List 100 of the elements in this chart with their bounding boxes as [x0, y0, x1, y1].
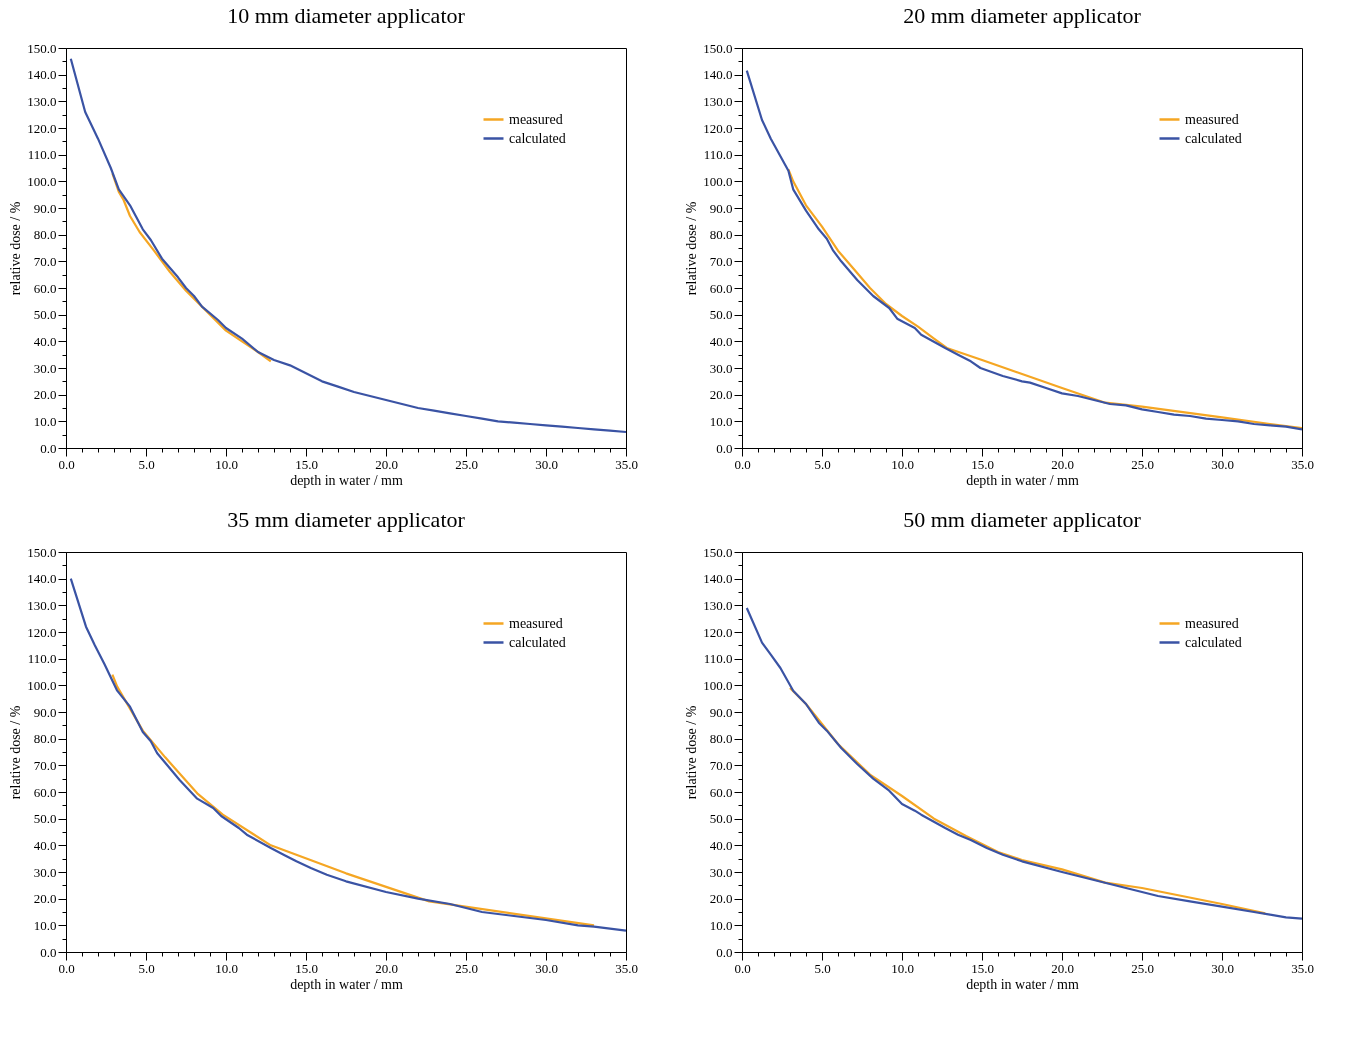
y-tick-label: 60.0: [33, 784, 57, 800]
y-tick-label: 130.0: [27, 597, 57, 613]
x-tick-label: 25.0: [455, 960, 478, 976]
x-tick-label: 20.0: [375, 960, 398, 976]
legend-label: calculated: [509, 130, 566, 146]
y-tick-label: 20.0: [33, 891, 57, 907]
chart-title: 35 mm diameter applicator: [227, 507, 466, 532]
y-tick-label: 80.0: [33, 731, 57, 747]
y-tick-label: 80.0: [709, 227, 733, 243]
chart-title: 50 mm diameter applicator: [903, 507, 1142, 532]
y-tick-label: 100.0: [27, 173, 57, 189]
y-tick-label: 130.0: [703, 93, 733, 109]
y-tick-label: 70.0: [709, 757, 733, 773]
y-axis-title: relative dose / %: [684, 705, 700, 800]
x-tick-label: 30.0: [1211, 456, 1234, 472]
x-tick-label: 0.0: [734, 960, 751, 976]
y-tick-label: 70.0: [33, 253, 57, 269]
y-tick-label: 120.0: [27, 120, 57, 136]
chart-title: 10 mm diameter applicator: [227, 3, 466, 28]
line-series: [788, 686, 1267, 915]
y-tick-label: 90.0: [33, 704, 57, 720]
line-series: [69, 577, 626, 932]
y-tick-label: 110.0: [27, 651, 57, 667]
x-tick-label: 25.0: [1131, 960, 1154, 976]
y-tick-label: 20.0: [709, 891, 733, 907]
y-tick-label: 110.0: [27, 147, 57, 163]
y-tick-label: 0.0: [40, 440, 57, 456]
y-tick-label: 40.0: [33, 333, 57, 349]
y-tick-label: 0.0: [40, 944, 57, 960]
legend-label: measured: [1185, 111, 1239, 127]
y-tick-label: 80.0: [33, 227, 57, 243]
x-tick-label: 15.0: [971, 456, 994, 472]
x-tick-label: 25.0: [455, 456, 478, 472]
y-tick-label: 150.0: [703, 40, 733, 56]
legend-label: calculated: [509, 634, 566, 650]
y-tick-label: 90.0: [33, 200, 57, 216]
y-tick-label: 110.0: [703, 147, 733, 163]
y-tick-label: 100.0: [703, 173, 733, 189]
y-tick-label: 30.0: [709, 864, 733, 880]
x-axis-title: depth in water / mm: [290, 472, 403, 488]
x-tick-label: 30.0: [535, 960, 558, 976]
y-tick-label: 0.0: [716, 944, 733, 960]
y-tick-label: 10.0: [33, 917, 57, 933]
y-tick-label: 90.0: [709, 704, 733, 720]
x-tick-label: 15.0: [295, 960, 318, 976]
y-tick-label: 50.0: [33, 307, 57, 323]
legend-label: measured: [509, 111, 563, 127]
y-tick-label: 120.0: [703, 624, 733, 640]
chart-title: 20 mm diameter applicator: [903, 3, 1142, 28]
y-tick-label: 140.0: [27, 571, 57, 587]
y-tick-label: 140.0: [703, 571, 733, 587]
x-tick-label: 15.0: [971, 960, 994, 976]
y-tick-label: 20.0: [33, 387, 57, 403]
y-tick-label: 90.0: [709, 200, 733, 216]
y-tick-label: 0.0: [716, 440, 733, 456]
y-tick-label: 10.0: [709, 917, 733, 933]
legend-label: measured: [1185, 615, 1239, 631]
x-tick-label: 5.0: [814, 456, 831, 472]
x-tick-label: 10.0: [215, 960, 238, 976]
legend-label: measured: [509, 615, 563, 631]
x-tick-label: 5.0: [138, 960, 155, 976]
y-tick-label: 30.0: [33, 864, 57, 880]
y-tick-label: 30.0: [709, 360, 733, 376]
x-tick-label: 0.0: [734, 456, 751, 472]
x-tick-label: 35.0: [1291, 456, 1314, 472]
x-tick-label: 25.0: [1131, 456, 1154, 472]
y-tick-label: 40.0: [33, 837, 57, 853]
y-tick-label: 140.0: [703, 67, 733, 83]
x-tick-label: 30.0: [535, 456, 558, 472]
line-series: [69, 57, 626, 434]
y-tick-label: 50.0: [709, 811, 733, 827]
x-tick-label: 10.0: [215, 456, 238, 472]
legend-label: calculated: [1185, 634, 1242, 650]
y-tick-label: 150.0: [703, 544, 733, 560]
y-axis-title: relative dose / %: [8, 705, 24, 800]
x-axis-title: depth in water / mm: [966, 976, 1079, 992]
y-tick-label: 150.0: [27, 40, 57, 56]
y-tick-label: 50.0: [33, 811, 57, 827]
y-tick-label: 120.0: [27, 624, 57, 640]
x-tick-label: 10.0: [891, 960, 914, 976]
y-tick-label: 60.0: [709, 280, 733, 296]
legend-label: calculated: [1185, 130, 1242, 146]
x-tick-label: 30.0: [1211, 960, 1234, 976]
y-tick-label: 80.0: [709, 731, 733, 747]
line-series: [111, 673, 596, 927]
x-tick-label: 0.0: [58, 960, 75, 976]
x-tick-label: 35.0: [615, 960, 638, 976]
y-tick-label: 120.0: [703, 120, 733, 136]
x-axis-title: depth in water / mm: [966, 472, 1079, 488]
y-tick-label: 10.0: [33, 413, 57, 429]
line-series: [745, 606, 1302, 920]
x-tick-label: 5.0: [814, 960, 831, 976]
y-tick-label: 100.0: [703, 677, 733, 693]
y-tick-label: 40.0: [709, 837, 733, 853]
x-tick-label: 15.0: [295, 456, 318, 472]
y-tick-label: 100.0: [27, 677, 57, 693]
y-axis-title: relative dose / %: [8, 201, 24, 296]
y-tick-label: 30.0: [33, 360, 57, 376]
y-axis-title: relative dose / %: [684, 201, 700, 296]
x-tick-label: 5.0: [138, 456, 155, 472]
